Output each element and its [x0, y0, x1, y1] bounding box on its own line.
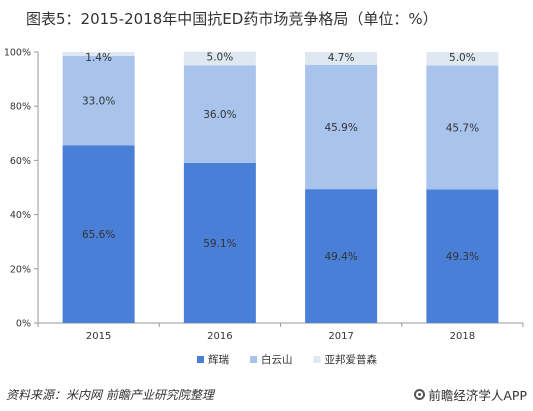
data-label: 33.0% [82, 96, 115, 108]
chart-title: 图表5：2015-2018年中国抗ED药市场竞争格局（单位：%） [26, 10, 438, 28]
logo-icon [414, 389, 426, 400]
bar-segment [426, 52, 499, 66]
bar-segment [62, 55, 135, 146]
legend-label: 亚邦爱普森 [325, 353, 378, 366]
bar-segment [183, 162, 256, 323]
data-label: 45.9% [324, 122, 357, 134]
y-tick-label: 0% [16, 319, 31, 330]
legend-swatch [197, 356, 204, 363]
legend-swatch [313, 356, 321, 363]
x-tick-label: 2016 [207, 331, 232, 342]
bar-segment [305, 64, 378, 190]
data-label: 59.1% [203, 238, 236, 250]
data-label: 5.0% [207, 52, 234, 64]
data-label: 65.6% [82, 229, 115, 241]
x-tick-label: 2015 [86, 331, 111, 342]
x-tick-label: 2017 [328, 331, 353, 342]
y-tick-label: 100% [4, 48, 31, 59]
bar-segment [183, 65, 256, 163]
data-label: 49.4% [324, 251, 357, 263]
bar-segment [305, 52, 378, 65]
legend-label: 白云山 [261, 353, 293, 366]
y-tick-label: 80% [10, 102, 31, 113]
data-label: 5.0% [449, 52, 476, 64]
data-label: 1.4% [85, 52, 112, 64]
data-label: 4.7% [328, 52, 355, 64]
bar-segment [305, 189, 378, 323]
legend-swatch [250, 356, 257, 363]
y-tick-label: 40% [10, 210, 31, 221]
bar-segment [426, 65, 499, 190]
y-tick-label: 60% [10, 156, 31, 167]
brand-mark: 前瞻经济学人APP [414, 385, 527, 404]
source-note: 资料来源：米内网 前瞻产业研究院整理 [6, 388, 214, 402]
brand-name: 前瞻经济学人APP [428, 388, 527, 403]
bar-segment [62, 145, 135, 323]
data-label: 49.3% [446, 251, 479, 263]
bar-segment [62, 52, 135, 56]
x-tick-label: 2018 [450, 331, 475, 342]
bar-segment [426, 189, 499, 323]
data-label: 36.0% [203, 109, 236, 121]
legend-label: 辉瑞 [208, 353, 229, 366]
y-tick-label: 20% [10, 264, 31, 275]
data-label: 45.7% [446, 122, 479, 134]
bar-segment [183, 51, 256, 66]
